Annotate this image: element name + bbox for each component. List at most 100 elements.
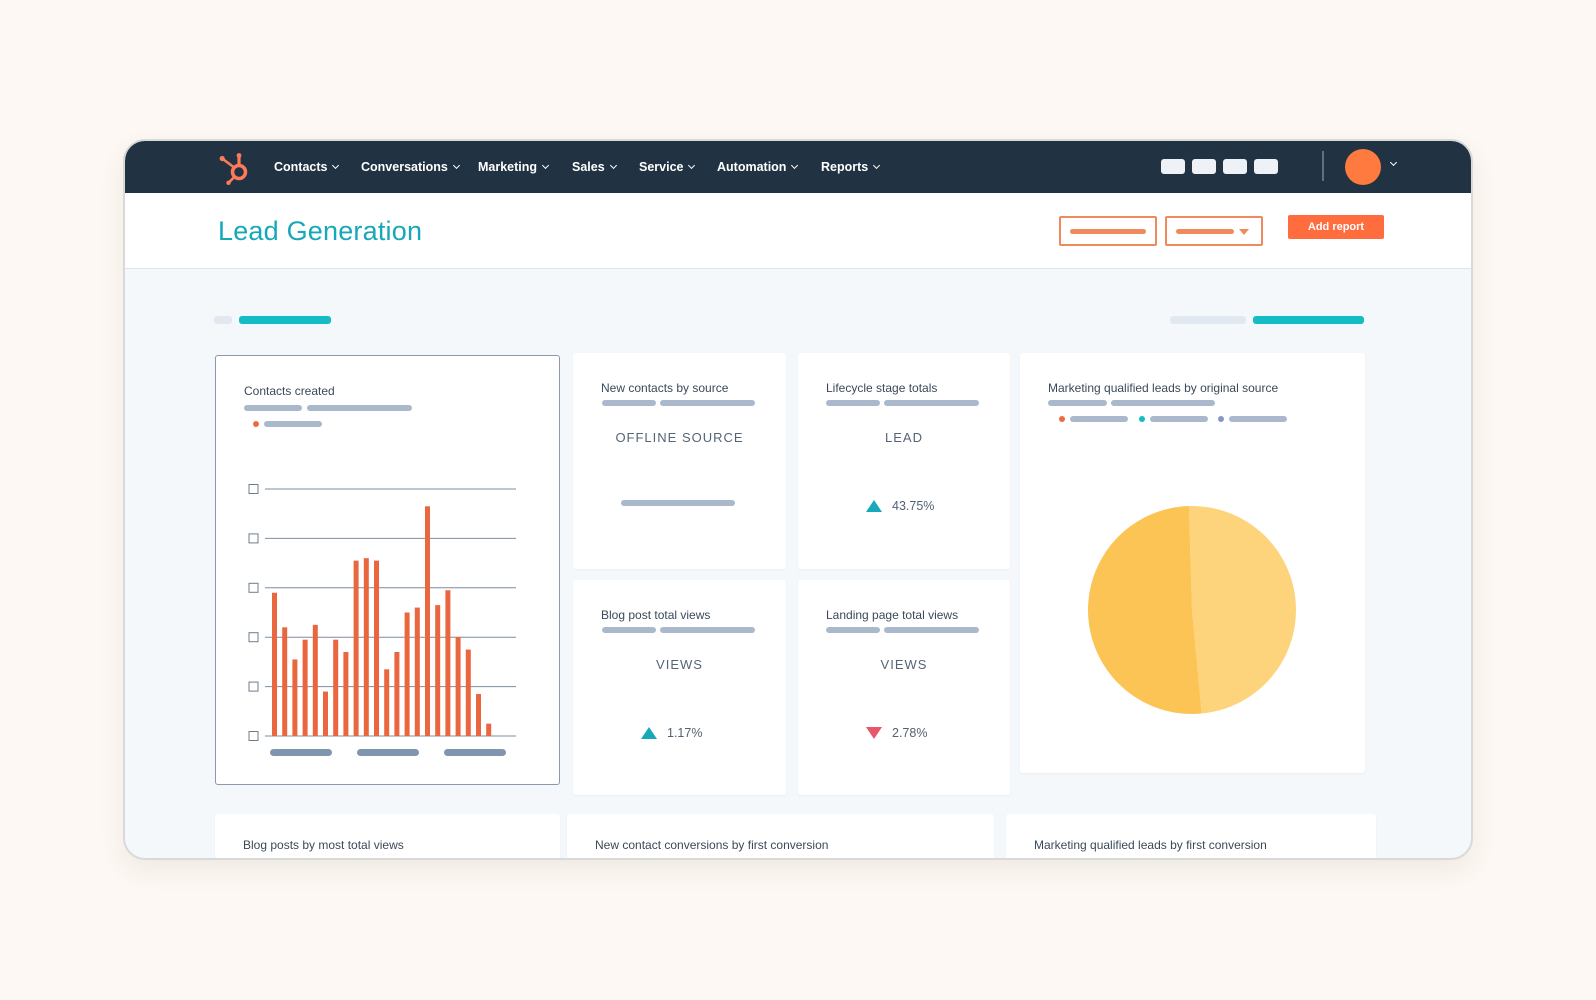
nav-contacts[interactable]: Contacts [274, 141, 340, 193]
chevron-down-icon [609, 161, 617, 170]
filter-pill-inactive[interactable] [214, 316, 232, 324]
card-title: New contacts by source [601, 381, 729, 395]
nav-sales[interactable]: Sales [572, 141, 617, 193]
subtitle-placeholder [307, 405, 412, 411]
nav-service-label: Service [639, 160, 684, 174]
chart-bar[interactable] [465, 649, 471, 736]
chart-bar[interactable] [384, 669, 390, 736]
chevron-down-icon[interactable] [1389, 158, 1398, 167]
card-title: Blog post total views [601, 608, 711, 622]
legend-dot [1218, 416, 1224, 422]
chevron-down-icon [332, 161, 340, 170]
trend-value: 2.78% [892, 726, 928, 740]
nav-automation-label: Automation [717, 160, 787, 174]
card-contacts-created[interactable]: Contacts created [215, 355, 560, 785]
card-landing-page-total-views[interactable]: Landing page total views VIEWS 2.78% [798, 580, 1010, 795]
filter-pill-active[interactable] [239, 316, 331, 324]
card-blog-posts-by-most-total-views[interactable]: Blog posts by most total views [215, 814, 560, 858]
chart-bar[interactable] [455, 637, 461, 736]
card-title: Marketing qualified leads by first conve… [1034, 838, 1267, 852]
button-label-placeholder [1176, 229, 1234, 234]
chart-bar[interactable] [404, 612, 410, 737]
y-tick-marker [248, 681, 259, 692]
top-navbar: Contacts Conversations Marketing Sales S… [125, 141, 1471, 193]
triangle-up-icon [866, 500, 882, 512]
chart-bar[interactable] [363, 558, 369, 736]
subtitle-placeholder [660, 627, 755, 633]
chart-bar[interactable] [374, 560, 379, 736]
user-avatar[interactable] [1345, 149, 1381, 185]
date-range-pill-active[interactable] [1253, 316, 1364, 324]
pie-slice[interactable] [1088, 506, 1202, 714]
nav-reports[interactable]: Reports [821, 141, 881, 193]
mql-pie-chart [1088, 506, 1297, 714]
chart-bar[interactable] [435, 605, 441, 736]
card-title: Contacts created [244, 384, 335, 398]
header-dropdown-button[interactable] [1165, 216, 1263, 246]
nav-divider [1322, 151, 1324, 181]
subtitle-placeholder [602, 627, 656, 633]
nav-conversations-label: Conversations [361, 160, 448, 174]
trend-stat: 2.78% [866, 726, 927, 740]
legend-dot [1139, 416, 1145, 422]
date-range-pill-inactive[interactable] [1170, 316, 1246, 324]
caret-down-icon [1239, 229, 1249, 235]
chart-bar[interactable] [272, 592, 277, 736]
chart-bar[interactable] [333, 639, 339, 736]
card-new-contact-conversions[interactable]: New contact conversions by first convers… [567, 814, 994, 858]
card-new-contacts-by-source[interactable]: New contacts by source OFFLINE SOURCE [573, 353, 786, 569]
chevron-down-icon [688, 161, 696, 170]
chart-bar[interactable] [343, 652, 349, 736]
contacts-created-bar-chart [248, 484, 516, 756]
button-label-placeholder [1070, 229, 1146, 234]
utility-button-3[interactable] [1223, 159, 1247, 174]
legend-dot [1059, 416, 1065, 422]
chart-bar[interactable] [282, 627, 288, 736]
card-lifecycle-stage-totals[interactable]: Lifecycle stage totals LEAD 43.75% [798, 353, 1010, 569]
x-axis-label-placeholder [357, 749, 419, 756]
trend-stat: 43.75% [866, 499, 934, 513]
x-axis-label-placeholder [270, 749, 332, 756]
utility-button-1[interactable] [1161, 159, 1185, 174]
chart-bar[interactable] [445, 590, 451, 736]
card-mql-by-original-source[interactable]: Marketing qualified leads by original so… [1020, 353, 1365, 773]
metric-label: VIEWS [656, 657, 703, 672]
utility-button-2[interactable] [1192, 159, 1216, 174]
nav-marketing[interactable]: Marketing [478, 141, 550, 193]
legend-label-placeholder [1070, 416, 1128, 422]
nav-service[interactable]: Service [639, 141, 696, 193]
subtitle-placeholder [602, 400, 656, 406]
nav-sales-label: Sales [572, 160, 605, 174]
chart-bar[interactable] [414, 607, 420, 736]
card-title: New contact conversions by first convers… [595, 838, 829, 852]
card-mql-by-first-conversion[interactable]: Marketing qualified leads by first conve… [1006, 814, 1376, 858]
chart-bar[interactable] [353, 560, 359, 736]
pie-slice[interactable] [1188, 506, 1297, 714]
chart-bar[interactable] [302, 639, 308, 736]
card-title: Landing page total views [826, 608, 959, 622]
chart-bar[interactable] [292, 659, 298, 736]
header-action-button[interactable] [1059, 216, 1157, 246]
card-title: Lifecycle stage totals [826, 381, 938, 395]
chevron-down-icon [873, 161, 881, 170]
legend-dot [253, 421, 259, 427]
chart-bar[interactable] [425, 506, 430, 736]
hubspot-logo-icon[interactable] [215, 147, 255, 187]
page-header: Lead Generation Add report [125, 193, 1471, 269]
chart-bar[interactable] [486, 723, 492, 736]
chart-bar[interactable] [476, 694, 481, 736]
chart-bar[interactable] [312, 624, 318, 736]
metric-label: OFFLINE SOURCE [615, 430, 744, 445]
add-report-button[interactable]: Add report [1288, 215, 1384, 239]
chevron-down-icon [542, 161, 550, 170]
nav-conversations[interactable]: Conversations [361, 141, 460, 193]
subtitle-placeholder [244, 405, 302, 411]
card-title: Marketing qualified leads by original so… [1048, 381, 1279, 395]
chart-bar[interactable] [394, 652, 400, 736]
card-blog-post-total-views[interactable]: Blog post total views VIEWS 1.17% [573, 580, 786, 795]
chart-bar[interactable] [323, 691, 328, 736]
nav-contacts-label: Contacts [274, 160, 328, 174]
nav-automation[interactable]: Automation [717, 141, 799, 193]
y-tick-marker [248, 533, 259, 544]
utility-button-4[interactable] [1254, 159, 1278, 174]
